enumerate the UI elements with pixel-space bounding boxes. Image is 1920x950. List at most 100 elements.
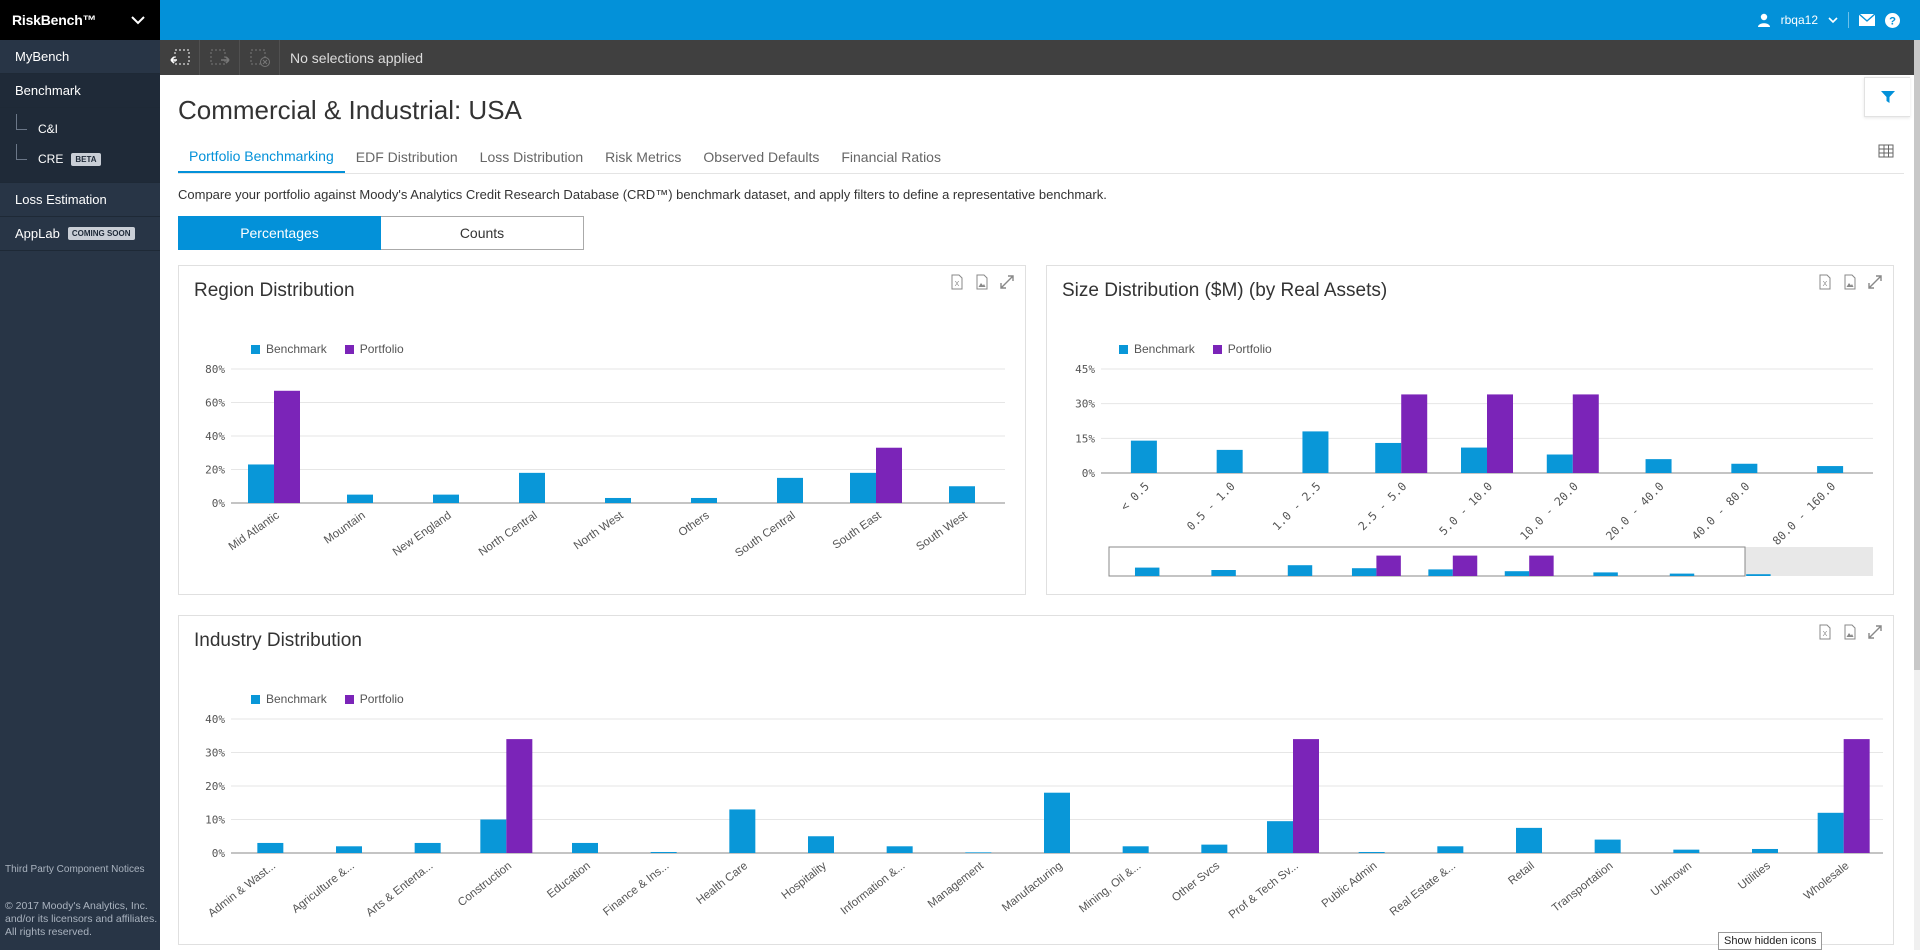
bar-benchmark[interactable]: [1731, 463, 1758, 473]
bar-benchmark[interactable]: [1044, 792, 1070, 853]
export-image-icon[interactable]: [1842, 274, 1858, 290]
page-scrollbar-thumb[interactable]: [1914, 40, 1920, 670]
x-tick-label: North West: [572, 509, 626, 552]
bar-benchmark[interactable]: [414, 842, 441, 853]
bar-benchmark[interactable]: [1130, 440, 1157, 473]
bar-benchmark[interactable]: [1461, 447, 1487, 473]
tab-edf-distribution[interactable]: EDF Distribution: [355, 149, 458, 165]
third-party-notices-link[interactable]: Third Party Component Notices: [5, 864, 145, 875]
x-tick-label: Utilities: [1736, 860, 1773, 892]
tab-loss-distribution[interactable]: Loss Distribution: [479, 149, 584, 165]
bar-benchmark[interactable]: [1516, 827, 1542, 853]
bar-benchmark[interactable]: [336, 846, 362, 853]
legend-item-portfolio[interactable]: Portfolio: [1212, 342, 1272, 356]
bar-portfolio[interactable]: [1293, 739, 1319, 853]
bar-benchmark[interactable]: [886, 846, 913, 853]
bar-benchmark[interactable]: [691, 497, 717, 503]
legend-item-portfolio[interactable]: Portfolio: [344, 692, 404, 706]
bar-benchmark[interactable]: [257, 842, 284, 853]
legend-item-portfolio[interactable]: Portfolio: [344, 342, 404, 356]
bar-benchmark[interactable]: [1201, 844, 1228, 853]
bar-benchmark[interactable]: [1673, 849, 1700, 853]
bar-benchmark[interactable]: [433, 494, 459, 503]
brand-bar[interactable]: RiskBench™: [0, 0, 160, 40]
bar-benchmark[interactable]: [1594, 839, 1621, 853]
table-view-icon[interactable]: [1876, 141, 1896, 161]
bar-benchmark[interactable]: [777, 477, 803, 503]
bar-benchmark[interactable]: [850, 472, 876, 503]
bar-portfolio[interactable]: [1401, 394, 1428, 473]
legend-item-benchmark[interactable]: Benchmark: [251, 342, 327, 356]
bar-portfolio[interactable]: [506, 739, 533, 853]
percentages-button[interactable]: Percentages: [178, 216, 381, 250]
chart-legend: Benchmark Portfolio: [251, 342, 404, 356]
bar-benchmark[interactable]: [480, 819, 507, 854]
svg-text:X: X: [955, 281, 960, 288]
bar-benchmark[interactable]: [949, 486, 975, 503]
x-tick-label: Others: [677, 509, 712, 539]
overview-bar-benchmark: [1746, 574, 1771, 576]
bar-portfolio[interactable]: [876, 447, 902, 503]
tab-portfolio-benchmarking[interactable]: Portfolio Benchmarking: [178, 141, 345, 173]
tab-financial-ratios[interactable]: Financial Ratios: [841, 149, 941, 165]
tab-observed-defaults[interactable]: Observed Defaults: [703, 149, 820, 165]
export-excel-icon[interactable]: X: [1817, 624, 1833, 640]
bar-portfolio[interactable]: [274, 390, 300, 503]
bar-benchmark[interactable]: [808, 836, 834, 853]
filter-button[interactable]: [1864, 77, 1910, 117]
bar-portfolio[interactable]: [1572, 394, 1599, 473]
bar-benchmark[interactable]: [1546, 454, 1573, 473]
overview-window[interactable]: [1108, 546, 1746, 577]
legend-item-benchmark[interactable]: Benchmark: [1119, 342, 1195, 356]
bar-benchmark[interactable]: [519, 472, 545, 503]
mail-icon[interactable]: [1859, 14, 1875, 26]
bar-benchmark[interactable]: [347, 494, 373, 503]
expand-icon[interactable]: [1867, 274, 1883, 290]
expand-icon[interactable]: [1867, 624, 1883, 640]
bar-benchmark[interactable]: [1375, 442, 1402, 473]
bar-benchmark[interactable]: [1267, 821, 1293, 853]
export-image-icon[interactable]: [974, 274, 990, 290]
bar-benchmark[interactable]: [1752, 848, 1778, 853]
bar-benchmark[interactable]: [1122, 846, 1149, 853]
export-excel-icon[interactable]: X: [949, 274, 965, 290]
bar-benchmark[interactable]: [1817, 812, 1844, 853]
clear-selections-tool[interactable]: [240, 40, 280, 75]
export-excel-icon[interactable]: X: [1817, 274, 1833, 290]
bar-benchmark[interactable]: [1358, 851, 1385, 853]
bar-benchmark[interactable]: [1817, 466, 1844, 473]
bar-benchmark[interactable]: [605, 497, 631, 503]
sidebar-item-cre[interactable]: CRE BETA: [0, 144, 160, 174]
region-chart: 0% 20% 40% 60% 80% Mid Atlantic Mountain New En…: [205, 363, 1005, 560]
x-tick-label: 40.0 - 80.0: [1689, 479, 1753, 543]
bar-benchmark[interactable]: [1645, 459, 1672, 473]
help-icon[interactable]: ?: [1885, 12, 1900, 28]
bar-benchmark[interactable]: [650, 851, 677, 853]
username[interactable]: rbqa12: [1780, 13, 1818, 27]
sidebar-item-applab[interactable]: AppLab COMING SOON: [0, 217, 160, 251]
bar-benchmark[interactable]: [729, 809, 756, 853]
counts-button[interactable]: Counts: [381, 216, 584, 250]
selection-bar: No selections applied: [160, 40, 1914, 75]
legend-item-benchmark[interactable]: Benchmark: [251, 692, 327, 706]
bar-benchmark[interactable]: [248, 464, 274, 503]
tab-risk-metrics[interactable]: Risk Metrics: [605, 149, 682, 165]
sidebar-item-ci[interactable]: C&I: [0, 114, 160, 144]
sidebar-item-mybench[interactable]: MyBench: [0, 40, 160, 74]
sidebar-item-loss-estimation[interactable]: Loss Estimation: [0, 183, 160, 217]
bar-benchmark[interactable]: [965, 852, 992, 853]
bar-benchmark[interactable]: [1437, 846, 1464, 853]
sidebar-item-benchmark[interactable]: Benchmark: [0, 74, 160, 108]
bar-benchmark[interactable]: [1302, 431, 1329, 473]
user-icon[interactable]: [1757, 13, 1771, 27]
chevron-down-icon[interactable]: [1828, 15, 1838, 25]
chevron-down-icon[interactable]: [130, 12, 146, 28]
bar-benchmark[interactable]: [1216, 449, 1243, 473]
bar-benchmark[interactable]: [572, 842, 598, 853]
bar-portfolio[interactable]: [1487, 394, 1513, 473]
export-image-icon[interactable]: [1842, 624, 1858, 640]
expand-icon[interactable]: [999, 274, 1015, 290]
selection-forward-tool[interactable]: [200, 40, 240, 75]
bar-portfolio[interactable]: [1843, 739, 1870, 853]
selection-back-tool[interactable]: [160, 40, 200, 75]
